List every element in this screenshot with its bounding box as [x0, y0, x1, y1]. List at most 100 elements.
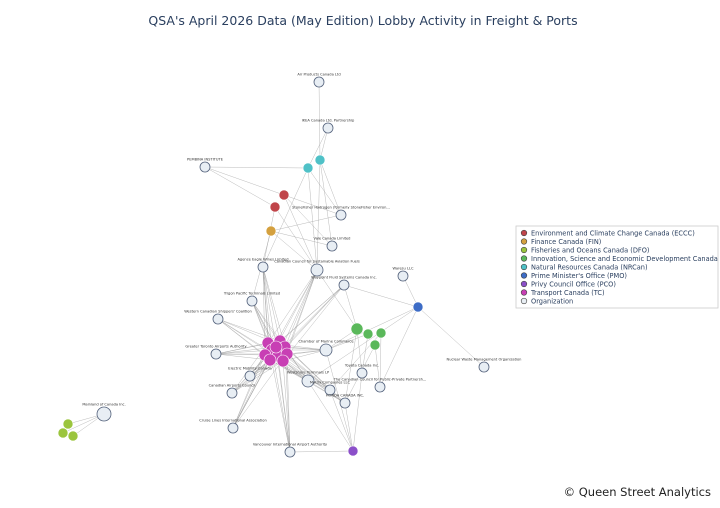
organization-node [210, 348, 222, 360]
edge [316, 159, 321, 271]
edge [232, 353, 288, 429]
organization-node [212, 313, 224, 325]
legend-label: Environment and Climate Change Canada (E… [531, 230, 695, 238]
edge [270, 230, 333, 247]
edge [319, 127, 329, 161]
node-label: Matrix Companies LLC [310, 381, 351, 385]
edge [282, 360, 291, 453]
node-label: Waresu LLC [393, 267, 414, 271]
edge [379, 332, 382, 388]
edge [343, 284, 358, 330]
title: QSA's April 2026 Data (May Edition) Lobb… [148, 13, 577, 28]
edge [344, 402, 354, 452]
legend-marker [520, 263, 528, 271]
edge [231, 360, 284, 394]
edge [262, 266, 281, 342]
edge [284, 269, 318, 348]
node-label: Cruise Lines International Association [199, 419, 267, 423]
edge [316, 269, 358, 330]
legend-label: Transport Canada (TC) [530, 289, 605, 297]
organization-node [246, 295, 258, 307]
edge [283, 194, 342, 216]
government-node [62, 418, 74, 430]
organization-node [96, 406, 112, 422]
government-node [302, 162, 314, 174]
edge [307, 380, 354, 452]
government-node [314, 154, 326, 166]
organization-node [326, 240, 338, 252]
legend-marker [520, 246, 528, 254]
edge [318, 81, 321, 161]
legend-label: Innovation, Science and Economic Develop… [531, 255, 720, 263]
node-label: StoneFisher Hydrogen (formerly StoneFish… [292, 206, 390, 210]
node-label: Agence Eagle Wines Limited [237, 258, 288, 262]
edge [329, 389, 354, 452]
edge [283, 194, 333, 247]
government-node [263, 353, 277, 367]
legend-label: Prime Minister's Office (PMO) [531, 272, 627, 280]
government-node [67, 430, 79, 442]
organization-node [478, 361, 490, 373]
edge [286, 349, 327, 355]
edge [270, 214, 342, 232]
legend-label: Organization [531, 298, 573, 306]
edge [204, 166, 276, 208]
node-label: The Canadian Council for Public-Private … [333, 378, 427, 382]
organization-node [319, 343, 333, 357]
node-label: Chamber of Marine Commerce [298, 340, 354, 344]
edge [282, 284, 345, 362]
edge [325, 333, 369, 351]
government-node [347, 445, 359, 457]
node-label: Canadian Airports Council [209, 384, 256, 388]
edge [361, 333, 369, 374]
organization-node [356, 367, 368, 379]
edge [271, 349, 291, 453]
edge [275, 269, 318, 348]
node-label: Canadian Council for Sustainable Aviatio… [274, 260, 360, 264]
organization-node [301, 374, 315, 388]
edge [274, 206, 318, 271]
edge [283, 194, 318, 271]
edge [319, 159, 342, 216]
edge [232, 354, 266, 429]
edge [270, 230, 318, 271]
edge [402, 275, 419, 308]
edge [343, 284, 419, 308]
edge [307, 127, 329, 169]
edge [356, 328, 363, 374]
edge [262, 167, 309, 268]
government-node [350, 322, 364, 336]
government-node [412, 301, 424, 313]
legend: Environment and Climate Change Canada (E… [515, 225, 720, 309]
node-label: Trigon Pacific Terminals Limited [223, 292, 280, 296]
footer: © Queen Street Analytics [564, 485, 711, 499]
edge [344, 328, 358, 404]
organization-node [339, 397, 351, 409]
edge [307, 167, 318, 271]
node-label: Greater Toronto Airports Authority [185, 345, 247, 349]
node-label: Mainland of Canada Inc. [82, 403, 125, 407]
node-label: Toyota Canada Inc. [344, 364, 379, 368]
edge [284, 346, 346, 404]
node-label: Western Canadian Shippers' Coalition [184, 310, 252, 314]
legend-marker [520, 289, 528, 296]
edge [286, 353, 291, 453]
legend-marker [520, 238, 528, 245]
edge [267, 269, 318, 344]
legend-label: Privy Council Office (PCO) [531, 281, 616, 289]
organization-node [310, 263, 324, 277]
organization-node [322, 122, 334, 134]
edge [62, 413, 105, 434]
organization-node [227, 422, 239, 434]
organization-node [335, 209, 347, 221]
organization-node [226, 387, 238, 399]
edge [374, 344, 381, 388]
government-node [362, 328, 374, 340]
edge [352, 372, 363, 452]
edge [204, 166, 309, 169]
government-node [276, 354, 290, 368]
edge [417, 306, 485, 368]
legend-label: Finance Canada (FIN) [531, 238, 601, 246]
organization-node [257, 261, 269, 273]
